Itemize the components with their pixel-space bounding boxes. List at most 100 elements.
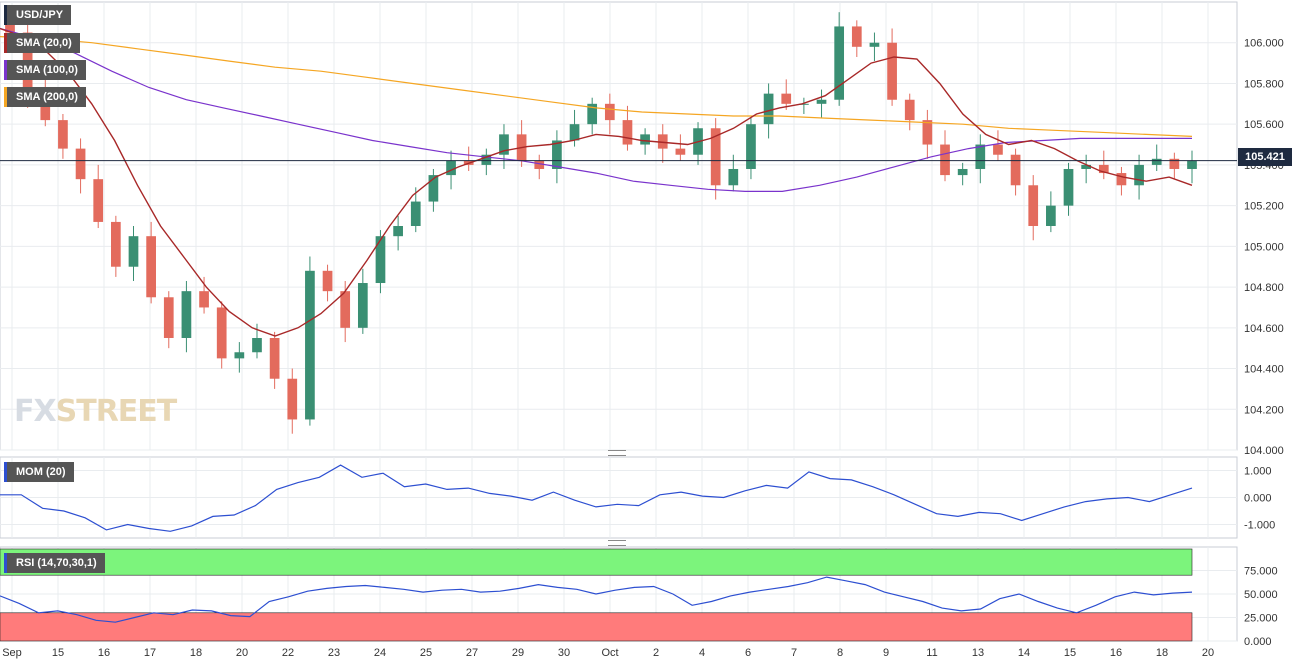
candle-body xyxy=(428,175,439,202)
rsi-line xyxy=(0,576,1193,623)
x-tick-label: 15 xyxy=(52,647,64,659)
x-tick-label: 16 xyxy=(1110,647,1122,659)
candle-body xyxy=(834,26,845,100)
candle-body xyxy=(940,144,950,176)
candle-body xyxy=(957,168,968,176)
fxstreet-watermark: FXSTREET xyxy=(14,394,178,429)
x-tick-label: 7 xyxy=(791,647,797,659)
candle-body xyxy=(287,378,298,420)
x-tick-label: 8 xyxy=(837,647,843,659)
symbol-label: USD/JPY xyxy=(16,9,64,21)
x-tick-label: 23 xyxy=(328,647,340,659)
price-y-tick-label: 105.800 xyxy=(1244,78,1284,90)
candle-body xyxy=(657,134,668,149)
price-y-tick-label: 104.800 xyxy=(1244,282,1284,294)
x-tick-label: 18 xyxy=(190,647,202,659)
x-tick-label: 25 xyxy=(420,647,432,659)
candle-body xyxy=(305,270,315,420)
x-tick-label: 9 xyxy=(883,647,889,659)
rsi-y-tick-label: 25.000 xyxy=(1244,613,1278,625)
x-tick-label: 6 xyxy=(745,647,751,659)
candle-body xyxy=(216,307,227,359)
mom-y-tick-label: 1.000 xyxy=(1244,466,1272,478)
rsi-y-tick-label: 50.000 xyxy=(1244,589,1278,601)
current-price-badge: 105.421 xyxy=(1238,148,1292,166)
candle-body xyxy=(1134,164,1144,186)
x-tick-label: 13 xyxy=(972,647,984,659)
sma200-legend[interactable]: SMA (200,0) xyxy=(4,87,86,107)
candle-body xyxy=(569,124,580,141)
sma20-legend[interactable]: SMA (20,0) xyxy=(4,33,80,53)
sma200-label: SMA (200,0) xyxy=(16,91,78,103)
axes: Sep 15 16 17 18 20 22 23 24 25 27 29 30 Oct 2 4 6 7 8 9 11 13… xyxy=(2,38,1284,659)
x-tick-label: 30 xyxy=(558,647,570,659)
symbol-legend[interactable]: USD/JPY xyxy=(4,5,72,25)
candle-body xyxy=(587,103,598,125)
panel-resize-handle-mom[interactable] xyxy=(608,450,626,456)
x-tick-label: Sep xyxy=(2,647,22,659)
candle-body xyxy=(252,338,262,353)
rsi-y-tick-label: 75.000 xyxy=(1244,566,1278,578)
x-tick-label: 22 xyxy=(282,647,294,659)
x-tick-label: 15 xyxy=(1064,647,1076,659)
price-panel xyxy=(0,12,1237,434)
candle-body xyxy=(763,93,774,125)
x-tick-label: 20 xyxy=(236,647,248,659)
price-y-tick-label: 106.000 xyxy=(1244,38,1284,50)
candle-body xyxy=(799,103,809,105)
sma100-legend[interactable]: SMA (100,0) xyxy=(4,60,86,80)
price-y-tick-label: 105.600 xyxy=(1244,119,1284,131)
candle-body xyxy=(234,352,245,359)
candle-body xyxy=(1169,158,1180,169)
candle-body xyxy=(622,120,633,145)
candle-body xyxy=(375,236,386,284)
sma200-line xyxy=(0,36,1193,137)
candle-body xyxy=(340,291,351,328)
mom-y-tick-label: 0.000 xyxy=(1244,493,1272,505)
price-y-tick-label: 104.200 xyxy=(1244,404,1284,416)
panel-resize-handle-rsi[interactable] xyxy=(608,540,626,546)
candle-body xyxy=(5,22,15,33)
momentum-panel xyxy=(0,464,1193,532)
candle-body xyxy=(410,201,421,226)
price-y-tick-label: 104.600 xyxy=(1244,323,1284,335)
candle-body xyxy=(851,26,862,47)
candle-body xyxy=(728,168,739,186)
candle-body xyxy=(1063,168,1074,206)
candle-body xyxy=(904,99,915,121)
candle-body xyxy=(640,134,650,145)
x-tick-label: 29 xyxy=(512,647,524,659)
candle-body xyxy=(128,236,139,267)
watermark-street: STREET xyxy=(55,394,178,429)
sma100-label: SMA (100,0) xyxy=(16,64,78,76)
rsi-oversold-zone xyxy=(0,612,1193,642)
candle-body xyxy=(604,103,615,121)
sma20-label: SMA (20,0) xyxy=(16,37,72,49)
candle-body xyxy=(746,124,756,169)
candle-body xyxy=(710,128,721,186)
candle-body xyxy=(1046,205,1056,226)
candle-body xyxy=(1187,160,1197,169)
rsi-legend[interactable]: RSI (14,70,30,1) xyxy=(4,553,105,573)
candle-body xyxy=(181,291,192,338)
rsi-y-tick-label: 0.000 xyxy=(1244,636,1272,648)
candle-body xyxy=(993,144,1003,155)
price-y-tick-label: 105.200 xyxy=(1244,201,1284,213)
x-tick-label: 24 xyxy=(374,647,386,659)
mom-legend[interactable]: MOM (20) xyxy=(4,462,74,482)
x-tick-label: 18 xyxy=(1156,647,1168,659)
candle-body xyxy=(199,291,209,308)
x-tick-label: 4 xyxy=(699,647,705,659)
candle-body xyxy=(975,144,986,169)
candle-body xyxy=(816,99,827,104)
candle-body xyxy=(1151,158,1162,165)
candle-body xyxy=(675,148,686,155)
sma100-line xyxy=(0,27,1192,192)
candle-body xyxy=(93,179,104,222)
rsi-label: RSI (14,70,30,1) xyxy=(16,557,97,569)
price-y-tick-label: 104.400 xyxy=(1244,364,1284,376)
mom-y-tick-label: -1.000 xyxy=(1244,520,1275,532)
x-tick-label: Oct xyxy=(601,647,618,659)
x-tick-label: 16 xyxy=(98,647,110,659)
